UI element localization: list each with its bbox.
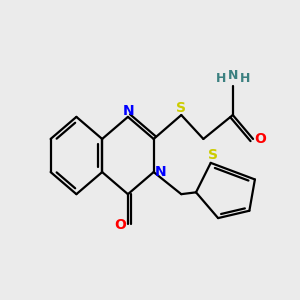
Text: N: N bbox=[155, 165, 167, 179]
Text: S: S bbox=[208, 148, 218, 162]
Text: H: H bbox=[216, 73, 226, 85]
Text: O: O bbox=[114, 218, 126, 233]
Text: N: N bbox=[123, 103, 134, 118]
Text: S: S bbox=[176, 101, 186, 116]
Text: H: H bbox=[239, 73, 250, 85]
Text: N: N bbox=[228, 69, 238, 82]
Text: O: O bbox=[254, 132, 266, 146]
